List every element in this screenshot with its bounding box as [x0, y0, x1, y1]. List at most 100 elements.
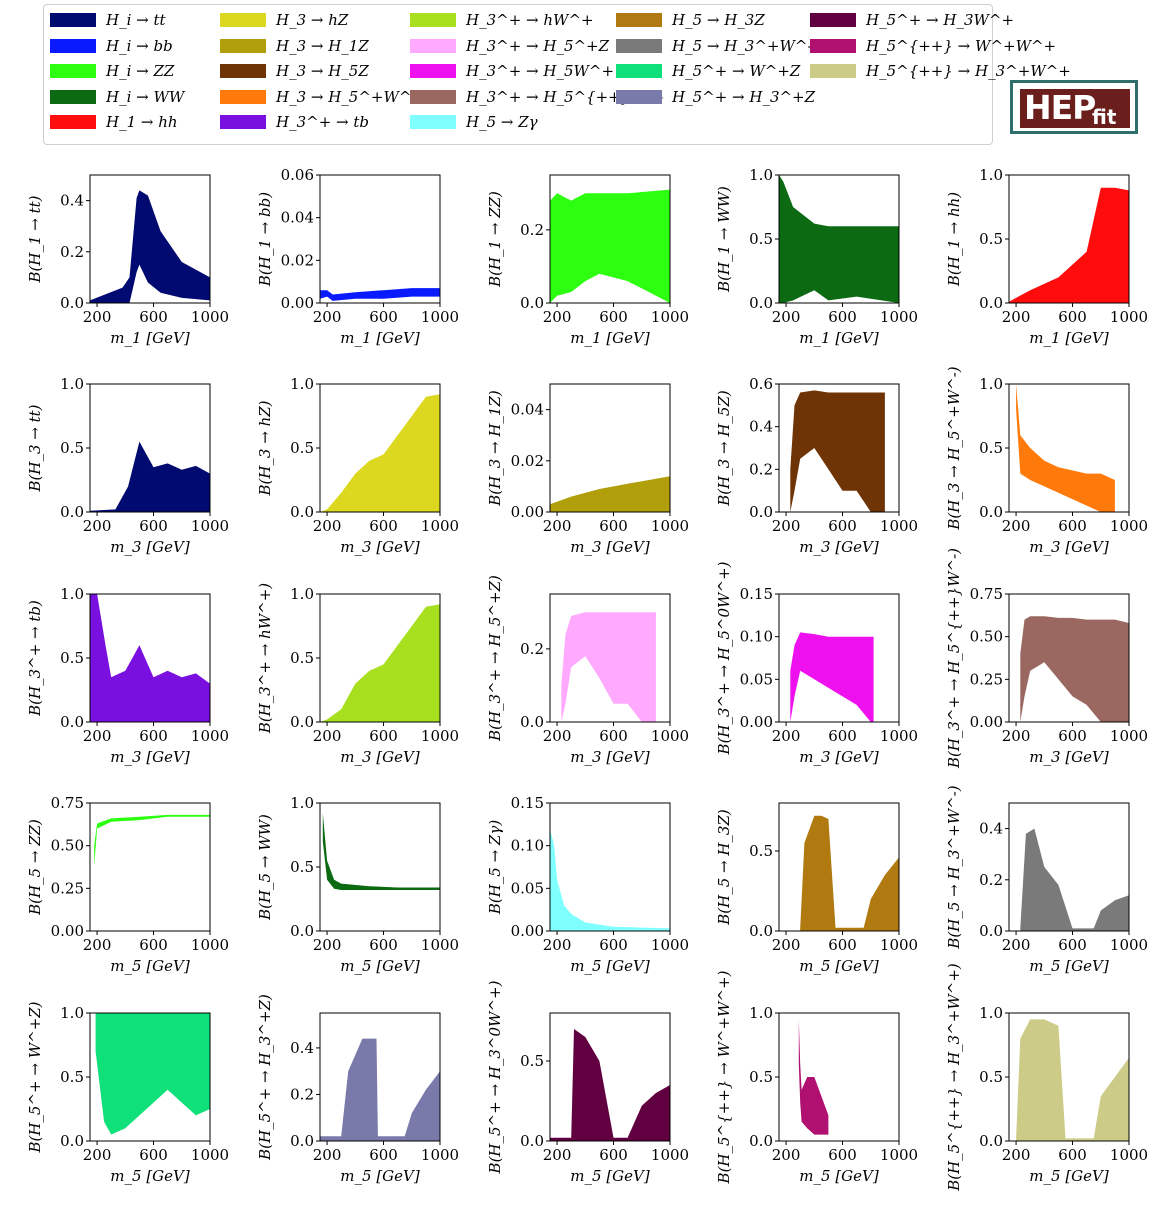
- y-tick-label: 0.02: [511, 452, 544, 470]
- data-area: [1016, 384, 1115, 512]
- plot-frame: [549, 802, 671, 932]
- y-tick-label: 0.10: [740, 628, 773, 646]
- x-axis-label: m_5 [GeV]: [570, 1167, 650, 1185]
- y-tick-label: 0.00: [511, 922, 544, 940]
- legend-label: H_5^{++} → H_3^+W^+: [866, 62, 1071, 80]
- data-area: [90, 594, 210, 722]
- y-tick-label: 0.4: [290, 1039, 314, 1057]
- legend-item: H_3^+ → hW^+: [410, 10, 594, 30]
- x-tick-label: 1000: [651, 727, 689, 745]
- x-tick-label: 600: [369, 727, 398, 745]
- y-tick-label: 0.5: [60, 649, 84, 667]
- x-tick-label: 600: [828, 727, 857, 745]
- y-tick-label: 0.0: [979, 1132, 1003, 1150]
- data-area: [1020, 616, 1129, 722]
- x-tick-label: 1000: [191, 517, 229, 535]
- legend-item: H_5 → H_3Z: [616, 10, 765, 30]
- legend-label: H_5^+ → H_3W^+: [866, 11, 1015, 29]
- data-area: [550, 476, 670, 512]
- legend-swatch: [220, 13, 266, 27]
- legend-item: H_3^+ → H_5^+Z: [410, 36, 609, 56]
- x-tick-label: 200: [1002, 517, 1031, 535]
- y-tick-label: 0.5: [290, 649, 314, 667]
- data-area: [95, 1013, 210, 1135]
- x-tick-label: 600: [369, 308, 398, 326]
- y-tick-label: 0.15: [740, 585, 773, 603]
- legend-item: H_3 → H_5^+W^-: [220, 87, 417, 107]
- y-axis-label: B(H_3 → H_5Z): [715, 390, 733, 507]
- legend-label: H_i → tt: [106, 11, 166, 29]
- plot-frame: [1008, 802, 1130, 932]
- x-tick-label: 200: [83, 1146, 112, 1164]
- legend-swatch: [810, 13, 856, 27]
- data-area: [94, 814, 210, 867]
- x-tick-label: 1000: [421, 936, 459, 954]
- plot-frame: [319, 174, 441, 304]
- legend-swatch: [410, 13, 456, 27]
- data-area: [1020, 828, 1129, 931]
- x-tick-label: 200: [772, 936, 801, 954]
- y-axis-label: B(H_5 → WW): [256, 814, 274, 921]
- y-tick-label: 0.2: [60, 243, 84, 261]
- x-tick-label: 1000: [880, 517, 918, 535]
- y-tick-label: 0.5: [749, 842, 773, 860]
- x-tick-label: 600: [139, 308, 168, 326]
- x-tick-label: 600: [139, 1146, 168, 1164]
- x-axis-label: m_5 [GeV]: [799, 1167, 879, 1185]
- legend-label: H_3^+ → H_5W^+: [466, 62, 615, 80]
- plot-frame: [89, 802, 211, 932]
- y-tick-label: 0.25: [970, 670, 1003, 688]
- y-axis-label: B(H_5^{++} → W^+W^+): [715, 970, 733, 1184]
- legend-item: H_i → ZZ: [50, 61, 174, 81]
- y-tick-label: 0.50: [970, 628, 1003, 646]
- y-axis-label: B(H_3 → H_5^+W^-): [945, 366, 963, 530]
- y-tick-label: 0.0: [520, 294, 544, 312]
- y-axis-label: B(H_3^+ → tb): [26, 600, 44, 717]
- y-axis-label: B(H_3 → hZ): [256, 400, 274, 496]
- x-axis-label: m_3 [GeV]: [570, 538, 650, 556]
- x-axis-label: m_3 [GeV]: [799, 748, 879, 766]
- x-tick-label: 1000: [421, 727, 459, 745]
- y-tick-label: 0.5: [979, 439, 1003, 457]
- legend-label: H_i → bb: [106, 36, 173, 55]
- y-tick-label: 1.0: [749, 166, 773, 184]
- x-tick-label: 200: [313, 936, 342, 954]
- legend-label: H_3^+ → hW^+: [466, 11, 594, 29]
- y-axis-label: B(H_1 → hh): [945, 192, 963, 287]
- plot-frame: [778, 383, 900, 513]
- y-tick-label: 0.2: [520, 640, 544, 658]
- x-tick-label: 1000: [191, 308, 229, 326]
- y-tick-label: 0.00: [281, 294, 314, 312]
- x-tick-label: 200: [772, 727, 801, 745]
- plot-frame: [319, 1012, 441, 1142]
- data-area: [320, 394, 440, 512]
- legend-label: H_5 → H_3^+W^-: [672, 36, 813, 55]
- x-axis-label: m_1 [GeV]: [799, 329, 879, 347]
- legend-label: H_3 → H_5^+W^-: [276, 87, 417, 106]
- data-area: [322, 813, 440, 890]
- x-tick-label: 600: [139, 936, 168, 954]
- legend-item: H_5^+ → H_3W^+: [810, 10, 1014, 30]
- y-tick-label: 0.6: [749, 375, 773, 393]
- legend-swatch: [616, 89, 662, 104]
- legend-swatch: [50, 89, 96, 104]
- legend-label: H_3^+ → tb: [276, 113, 369, 131]
- x-axis-label: m_5 [GeV]: [1029, 1167, 1109, 1185]
- y-tick-label: 1.0: [60, 585, 84, 603]
- x-tick-label: 600: [139, 517, 168, 535]
- y-tick-label: 0.75: [51, 794, 84, 812]
- x-axis-label: m_1 [GeV]: [340, 329, 420, 347]
- x-axis-label: m_3 [GeV]: [340, 538, 420, 556]
- legend-label: H_1 → hh: [106, 113, 178, 131]
- y-tick-label: 0.4: [60, 192, 84, 210]
- legend-item: H_1 → hh: [50, 112, 178, 132]
- data-area: [1009, 187, 1129, 303]
- y-tick-label: 1.0: [979, 375, 1003, 393]
- x-tick-label: 600: [599, 1146, 628, 1164]
